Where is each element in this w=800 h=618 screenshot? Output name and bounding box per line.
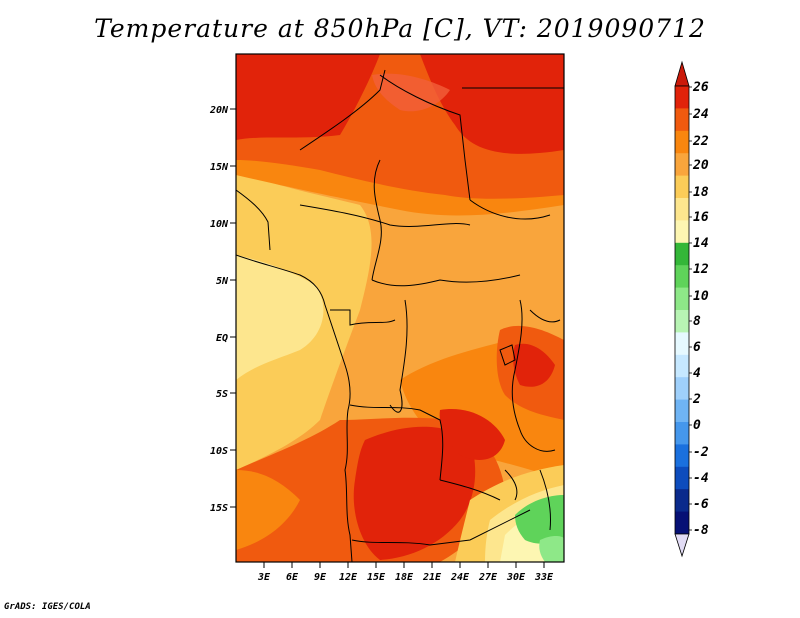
colorbar-segment: [675, 444, 689, 468]
colorbar-segment: [675, 310, 689, 333]
colorbar-segment: [675, 198, 689, 221]
map-title: Temperature at 850hPa [C], VT: 201909071…: [94, 14, 706, 43]
colorbar-label: -8: [693, 523, 709, 538]
map-frame: [235, 53, 565, 563]
latitude-axis: [230, 108, 236, 508]
lat-label: 5N: [216, 276, 229, 287]
colorbar-label: 6: [693, 340, 701, 355]
grads-credit: GrADS: IGES/COLA: [4, 602, 91, 612]
lat-label: 5S: [216, 389, 228, 400]
colorbar-label: 10: [693, 289, 709, 304]
colorbar-label: 16: [693, 210, 709, 225]
colorbar-segment: [675, 399, 689, 423]
colorbar-label: 0: [693, 418, 701, 433]
colorbar-label: 24: [692, 107, 709, 122]
colorbar-segment: [675, 354, 689, 378]
colorbar-segment: [675, 422, 689, 445]
lon-label: 3E: [257, 572, 271, 583]
colorbar-segment: [675, 130, 689, 154]
lat-label: 15N: [210, 162, 229, 173]
lon-label: 30E: [506, 572, 526, 583]
lat-label: 15S: [210, 503, 228, 514]
lon-label: 21E: [422, 572, 442, 583]
temperature-field: [236, 54, 564, 562]
colorbar: [674, 60, 692, 558]
lon-label: 6E: [286, 572, 299, 583]
colorbar-label: 2: [692, 392, 701, 407]
colorbar-label: -2: [693, 445, 709, 460]
colorbar-segment: [675, 489, 689, 512]
lon-label: 9E: [314, 572, 327, 583]
lon-label: 18E: [395, 572, 414, 583]
colorbar-label: 18: [693, 185, 709, 200]
colorbar-segment: [675, 242, 689, 266]
colorbar-label: 20: [692, 158, 709, 173]
lat-label: EQ: [216, 333, 228, 344]
colorbar-label: 26: [692, 80, 709, 95]
colorbar-segment: [675, 108, 689, 132]
colorbar-label: 14: [693, 236, 709, 251]
colorbar-label: 8: [693, 314, 701, 329]
colorbar-segment: [675, 175, 689, 199]
colorbar-segment: [675, 220, 689, 244]
colorbar-label: -6: [693, 497, 709, 512]
colorbar-bottom-arrow: [674, 533, 690, 558]
colorbar-top-arrow: [674, 60, 690, 87]
colorbar-label: 12: [693, 262, 709, 277]
lon-label: 12E: [339, 572, 358, 583]
country-borders: [236, 69, 564, 562]
longitude-axis: [263, 562, 545, 568]
lat-label: 10N: [210, 219, 229, 230]
lon-label: 24E: [450, 572, 470, 583]
colorbar-segment: [675, 377, 689, 400]
colorbar-segment: [675, 466, 689, 490]
lat-label: 20N: [209, 105, 229, 116]
colorbar-label: 4: [693, 366, 701, 381]
lon-label: 15E: [367, 572, 386, 583]
colorbar-segment: [675, 153, 689, 176]
colorbar-segment: [675, 86, 689, 109]
colorbar-segment: [675, 511, 689, 535]
colorbar-label: 22: [692, 134, 709, 149]
colorbar-segment: [675, 265, 689, 288]
colorbar-segment: [675, 332, 689, 356]
colorbar-segment: [675, 287, 689, 311]
lon-label: 27E: [478, 572, 498, 583]
colorbar-label: -4: [693, 471, 709, 486]
lon-label: 33E: [534, 572, 554, 583]
lat-label: 10S: [210, 446, 228, 457]
